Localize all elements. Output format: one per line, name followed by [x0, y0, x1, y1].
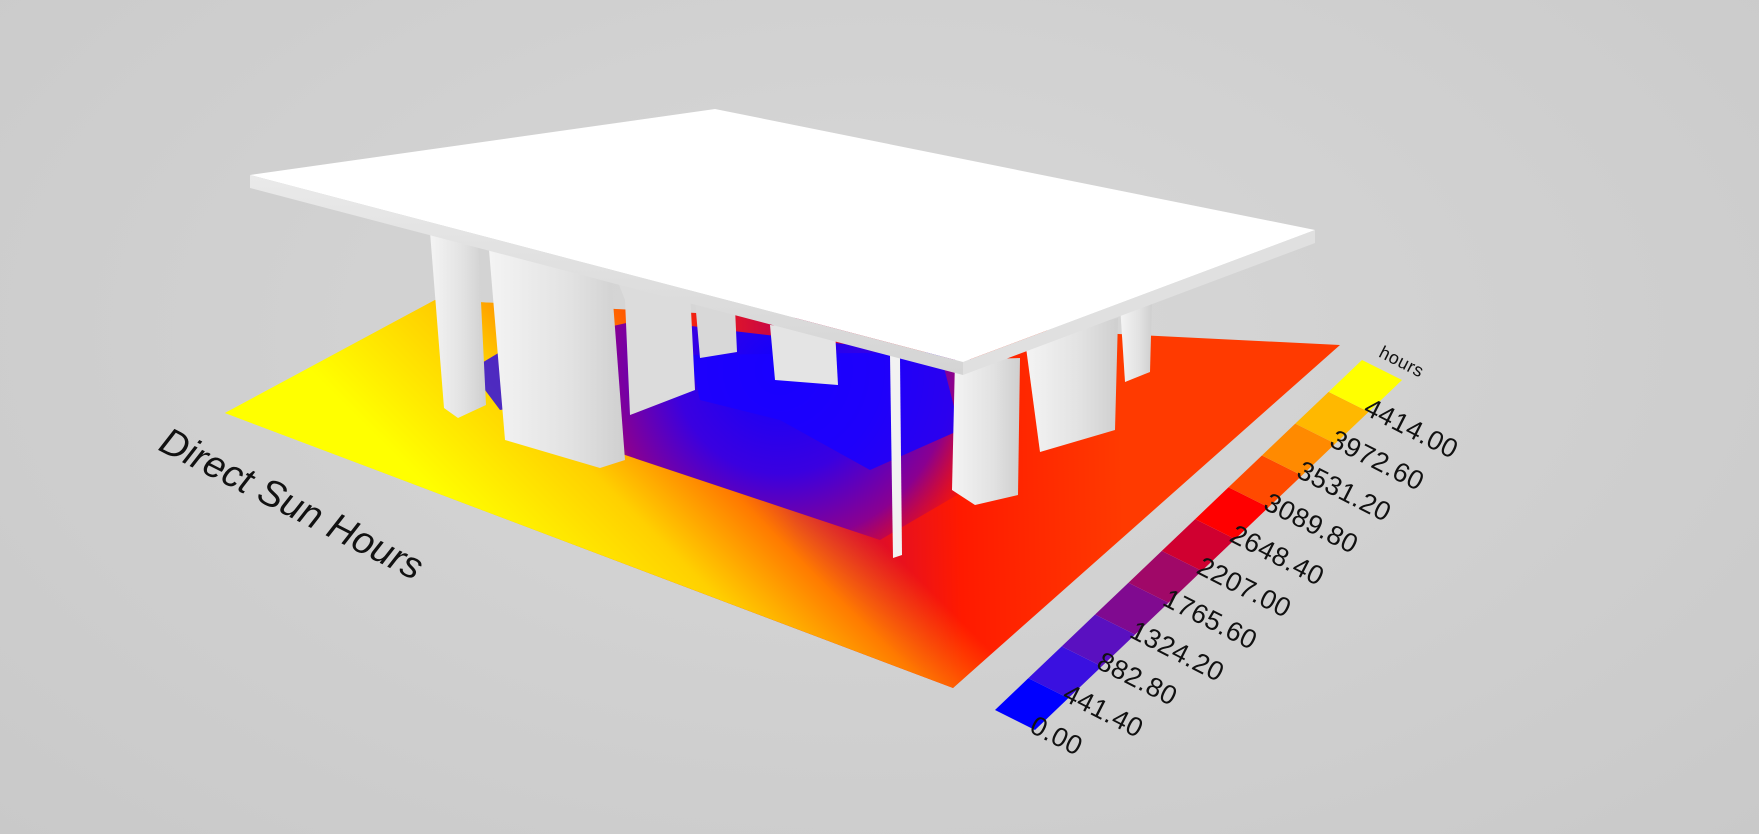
building-roof [250, 109, 1315, 375]
legend-swatch [995, 678, 1069, 730]
legend-swatch [1228, 455, 1302, 508]
legend-swatch [1328, 360, 1402, 412]
legend-swatch [1128, 550, 1202, 603]
legend-color-bar [995, 360, 1402, 730]
legend-swatch [1195, 487, 1269, 540]
legend-swatch [1061, 614, 1136, 667]
legend-swatch [1295, 391, 1369, 444]
legend-swatch [1095, 582, 1169, 635]
legend-swatch [1261, 423, 1336, 476]
building-columns [430, 232, 1152, 558]
legend-swatch [1028, 646, 1102, 699]
legend-swatch [1161, 519, 1236, 571]
